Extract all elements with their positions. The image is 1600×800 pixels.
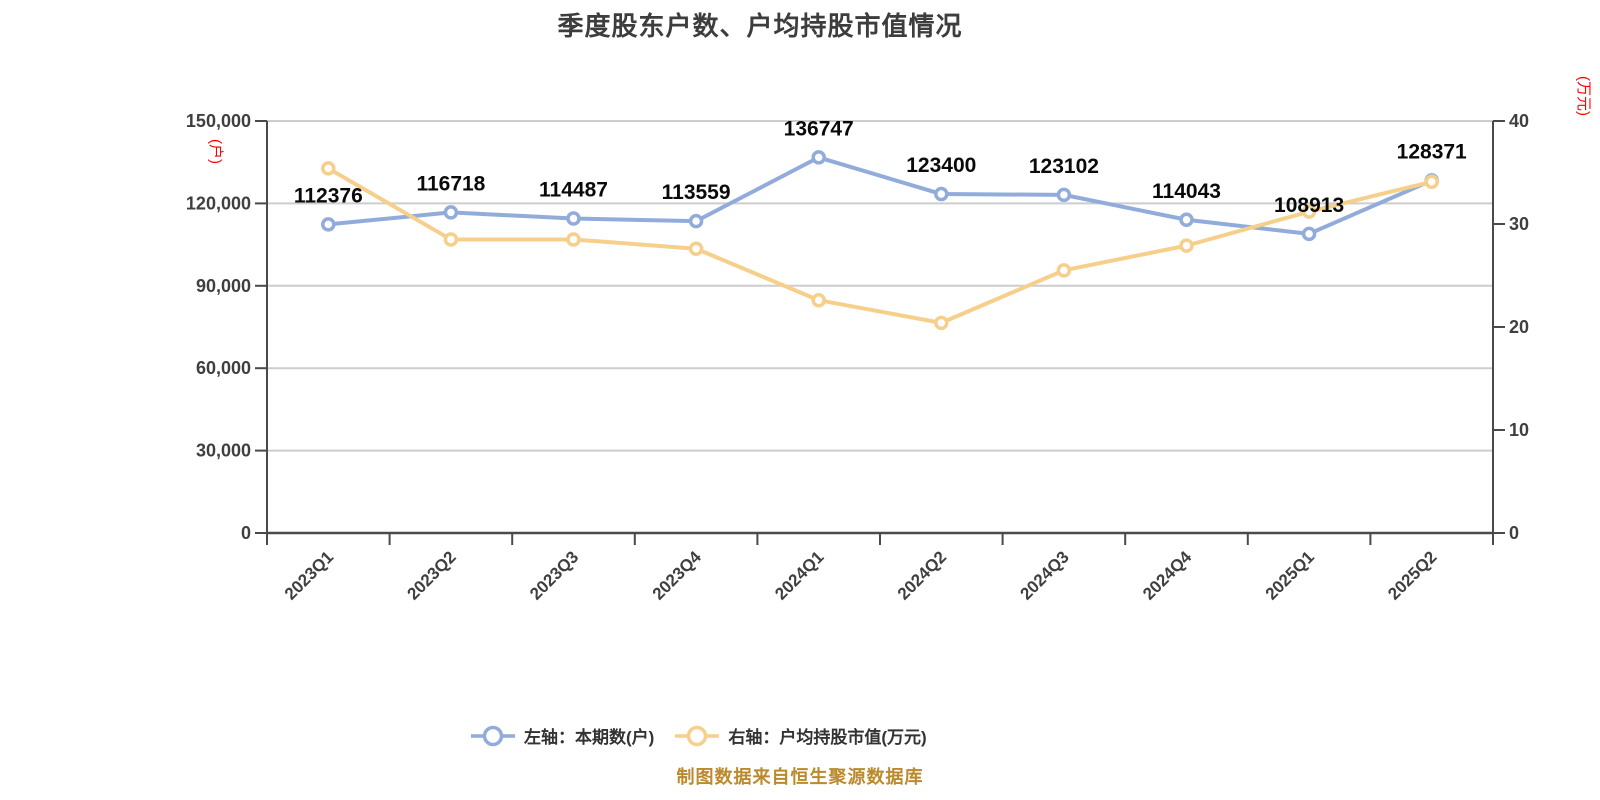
right-axis-tick-label: 20 — [1509, 317, 1529, 337]
legend-item-avg-holding-value[interactable]: 右轴：户均持股市值(万元) — [674, 723, 927, 748]
chart-title: 季度股东户数、户均持股市值情况 — [557, 11, 963, 41]
data-label: 136747 — [784, 117, 854, 140]
right-axis-tick-label: 30 — [1509, 214, 1529, 234]
data-point-marker[interactable] — [321, 161, 336, 176]
data-point-marker[interactable] — [1056, 187, 1072, 203]
right-axis-tick-label: 10 — [1509, 420, 1529, 440]
data-label: 123102 — [1029, 155, 1099, 178]
data-point-marker[interactable] — [934, 186, 949, 202]
data-point-marker[interactable] — [1179, 238, 1194, 253]
data-point-marker[interactable] — [443, 232, 459, 247]
legend-label-avg-holding-value: 右轴：户均持股市值(万元) — [728, 728, 927, 747]
x-category-label: 2024Q2 — [894, 547, 950, 603]
left-axis-tick-label: 0 — [241, 523, 251, 543]
data-label: 112376 — [294, 184, 363, 207]
data-label: 123400 — [906, 154, 976, 177]
x-category-label: 2024Q3 — [1017, 547, 1073, 603]
line-marker-blue-icon — [471, 725, 515, 746]
data-point-marker[interactable] — [1301, 226, 1317, 242]
x-category-label: 2024Q4 — [1139, 547, 1196, 604]
data-point-marker[interactable] — [1179, 212, 1194, 228]
x-category-label: 2023Q1 — [281, 547, 337, 603]
x-category-label: 2025Q2 — [1384, 547, 1440, 603]
left-axis-tick-label: 60,000 — [196, 358, 251, 378]
data-point-marker[interactable] — [688, 213, 704, 229]
right-axis-tick-label: 0 — [1509, 523, 1519, 543]
left-axis-unit-label: (户) — [207, 139, 224, 164]
data-point-marker[interactable] — [1056, 263, 1072, 278]
data-point-marker[interactable] — [1301, 204, 1317, 219]
right-axis-tick-label: 40 — [1509, 111, 1529, 131]
data-label: 114043 — [1152, 180, 1221, 203]
data-label: 108913 — [1274, 194, 1344, 217]
data-label: 114487 — [539, 179, 608, 202]
data-point-marker[interactable] — [811, 150, 826, 165]
left-axis-tick-label: 90,000 — [196, 276, 251, 296]
data-point-marker[interactable] — [321, 217, 336, 232]
source-note: 制图数据来自恒生聚源数据库 — [676, 767, 924, 787]
x-category-label: 2025Q1 — [1262, 547, 1318, 603]
data-point-marker[interactable] — [688, 241, 704, 256]
data-point-marker[interactable] — [443, 205, 459, 220]
x-category-label: 2023Q4 — [649, 547, 706, 604]
x-category-label: 2023Q3 — [526, 547, 582, 603]
legend: 左轴：本期数(户) 右轴：户均持股市值(万元) — [470, 723, 927, 748]
x-category-label: 2023Q2 — [404, 547, 460, 603]
left-axis-tick-label: 30,000 — [196, 441, 251, 461]
legend-item-shareholder-count[interactable]: 左轴：本期数(户) — [470, 723, 654, 748]
data-point-marker[interactable] — [811, 292, 826, 308]
left-axis-tick-label: 150,000 — [186, 111, 251, 131]
legend-label-shareholder-count: 左轴：本期数(户) — [524, 728, 655, 747]
data-point-marker[interactable] — [566, 232, 581, 247]
data-point-marker[interactable] — [1424, 174, 1439, 190]
right-axis-unit-label: (万元) — [1575, 76, 1592, 116]
data-label: 113559 — [662, 181, 731, 204]
line-marker-yellow-icon — [675, 725, 720, 746]
data-label: 116718 — [416, 172, 485, 195]
data-point-marker[interactable] — [566, 211, 581, 226]
data-label: 128371 — [1397, 140, 1467, 163]
series-line-1 — [326, 166, 1434, 325]
data-point-marker[interactable] — [934, 315, 949, 331]
x-category-label: 2024Q1 — [771, 547, 827, 603]
left-axis-tick-label: 120,000 — [186, 193, 251, 213]
